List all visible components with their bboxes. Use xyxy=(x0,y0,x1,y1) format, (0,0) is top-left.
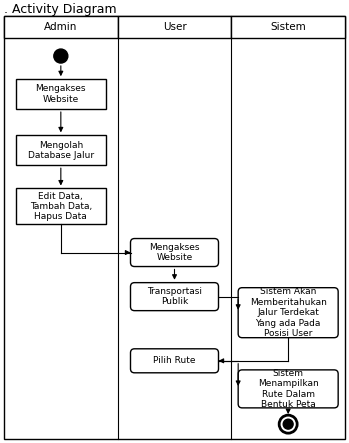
Text: . Activity Diagram: . Activity Diagram xyxy=(4,3,117,16)
FancyBboxPatch shape xyxy=(238,370,338,408)
Bar xyxy=(16,188,106,225)
Text: Mengakses
Website: Mengakses Website xyxy=(36,85,86,104)
Text: Transportasi
Publik: Transportasi Publik xyxy=(147,287,202,307)
Text: Sistem: Sistem xyxy=(270,22,306,32)
FancyBboxPatch shape xyxy=(238,288,338,338)
Bar xyxy=(4,16,118,38)
Text: Pilih Rute: Pilih Rute xyxy=(153,356,196,365)
Text: Admin: Admin xyxy=(44,22,77,32)
Text: User: User xyxy=(163,22,186,32)
Bar xyxy=(231,16,345,38)
Text: Mengolah
Database Jalur: Mengolah Database Jalur xyxy=(28,140,94,160)
Circle shape xyxy=(283,419,293,429)
Circle shape xyxy=(54,49,68,63)
Text: Sistem Akan
Memberitahukan
Jalur Terdekat
Yang ada Pada
Posisi User: Sistem Akan Memberitahukan Jalur Terdeka… xyxy=(250,288,327,338)
FancyBboxPatch shape xyxy=(131,238,218,267)
Text: Edit Data,
Tambah Data,
Hapus Data: Edit Data, Tambah Data, Hapus Data xyxy=(30,191,92,222)
FancyBboxPatch shape xyxy=(131,349,218,373)
Bar xyxy=(16,79,106,109)
Text: Sistem
Menampilkan
Rute Dalam
Bentuk Peta: Sistem Menampilkan Rute Dalam Bentuk Pet… xyxy=(258,369,319,409)
Bar xyxy=(118,16,231,38)
Text: Mengakses
Website: Mengakses Website xyxy=(149,243,200,262)
Bar xyxy=(16,135,106,165)
FancyBboxPatch shape xyxy=(131,283,218,311)
